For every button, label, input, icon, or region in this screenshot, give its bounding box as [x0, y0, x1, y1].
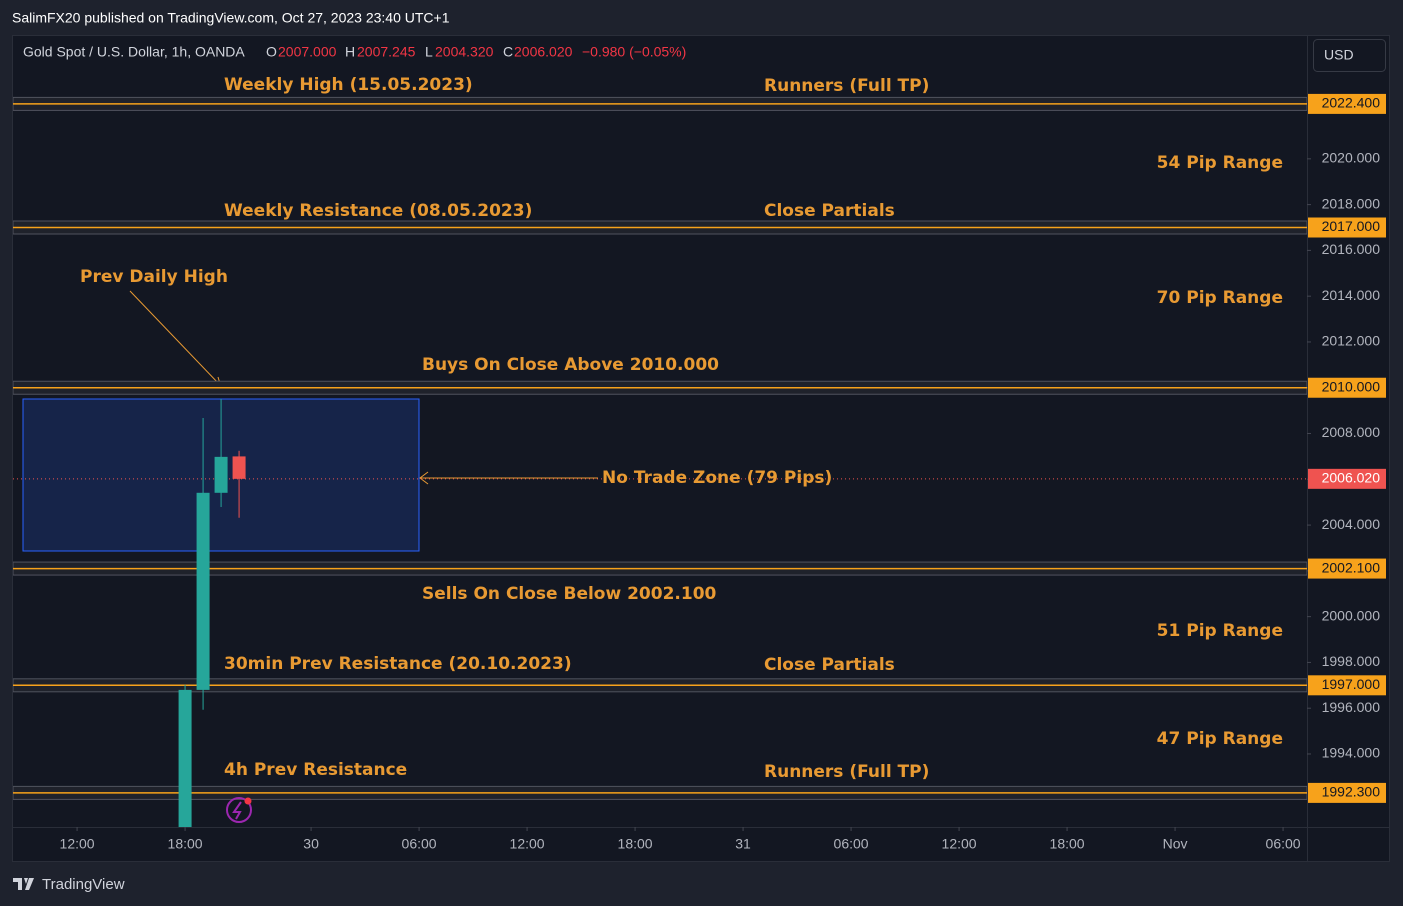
y-tick-label: 1994.000	[1322, 745, 1381, 761]
x-tick-label: 12:00	[510, 836, 545, 852]
annotation: 54 Pip Range	[1157, 153, 1283, 173]
x-tick-label: 30	[303, 836, 319, 852]
x-tick-label: 31	[735, 836, 751, 852]
x-tick-label: 06:00	[1266, 836, 1301, 852]
alert-icon[interactable]	[226, 797, 252, 823]
y-tick-label: 2000.000	[1322, 607, 1381, 623]
annotation: 30min Prev Resistance (20.10.2023)	[224, 654, 572, 674]
last-price-label: 2006.020	[1322, 470, 1381, 486]
y-tick-label: 2020.000	[1322, 150, 1381, 166]
x-tick-label: 18:00	[168, 836, 203, 852]
annotation: Runners (Full TP)	[764, 762, 929, 782]
price-label: 1997.000	[1322, 676, 1381, 692]
x-tick-label: 18:00	[618, 836, 653, 852]
ohlc-value: 2007.245	[357, 44, 416, 60]
annotation: Close Partials	[764, 655, 895, 675]
arrow-head	[419, 471, 429, 485]
ohlc-label: O	[266, 44, 277, 60]
currency-label[interactable]: USD	[1324, 47, 1354, 63]
y-tick-label: 1998.000	[1322, 653, 1381, 669]
y-tick-label: 2012.000	[1322, 333, 1381, 349]
price-label: 2002.100	[1322, 559, 1381, 575]
annotation: 70 Pip Range	[1157, 288, 1283, 308]
y-tick-label: 2018.000	[1322, 195, 1381, 211]
price-label-box	[1308, 217, 1386, 238]
annotation: Sells On Close Below 2002.100	[422, 584, 717, 604]
candle-body	[178, 689, 192, 827]
plot-area	[13, 96, 1307, 827]
annotation: Weekly Resistance (08.05.2023)	[224, 201, 532, 221]
y-tick-label: 2004.000	[1322, 516, 1381, 532]
annotation: Weekly High (15.05.2023)	[224, 75, 473, 95]
price-label-box	[1308, 782, 1386, 803]
y-tick-label: 1996.000	[1322, 699, 1381, 715]
ohlc-label: L	[425, 44, 433, 60]
price-label: 2017.000	[1322, 218, 1381, 234]
ohlc-value: 2006.020	[514, 44, 573, 60]
symbol: Gold Spot / U.S. Dollar, 1h, OANDA	[23, 44, 245, 60]
chart-pane	[12, 35, 1390, 862]
annotation: Buys On Close Above 2010.000	[422, 355, 719, 375]
ohlc-label: C	[503, 44, 513, 60]
footer-text[interactable]: TradingView	[42, 876, 125, 893]
price-label: 1992.300	[1322, 784, 1381, 800]
annotation: 4h Prev Resistance	[224, 760, 407, 780]
currency-button[interactable]: USD	[1313, 39, 1386, 72]
arrow	[129, 290, 221, 386]
footer-logo[interactable]: TradingView	[13, 876, 125, 893]
price-label-box	[1308, 93, 1386, 114]
legend: Gold Spot / U.S. Dollar, 1h, OANDA O 200…	[23, 44, 686, 60]
change: −0.980 (−0.05%)	[582, 44, 686, 60]
last-price-box	[1308, 468, 1386, 489]
price-label-box	[1308, 675, 1386, 696]
x-tick-label: 06:00	[402, 836, 437, 852]
annotation: 47 Pip Range	[1157, 729, 1283, 749]
ohlc-value: 2007.000	[278, 44, 337, 60]
y-tick-label: 2008.000	[1322, 424, 1381, 440]
y-tick-label: 2014.000	[1322, 287, 1381, 303]
candle-body	[196, 492, 210, 690]
x-tick-label: 06:00	[834, 836, 869, 852]
ohlc-value: 2004.320	[435, 44, 494, 60]
x-tick-label: 12:00	[60, 836, 95, 852]
annotation: Close Partials	[764, 201, 895, 221]
price-label: 2022.400	[1322, 95, 1381, 111]
price-label-box	[1308, 558, 1386, 579]
x-tick-label: 12:00	[942, 836, 977, 852]
candle-body	[232, 456, 246, 479]
annotation: 51 Pip Range	[1157, 621, 1283, 641]
y-tick-label: 2016.000	[1322, 241, 1381, 257]
candle-body	[214, 456, 228, 493]
annotation: Runners (Full TP)	[764, 76, 929, 96]
price-label-box	[1308, 377, 1386, 398]
ohlc-label: H	[345, 44, 355, 60]
x-tick-label: Nov	[1163, 836, 1188, 852]
publisher: SalimFX20 published on TradingView.com, …	[12, 10, 450, 26]
price-label: 2010.000	[1322, 378, 1381, 394]
annotation: No Trade Zone (79 Pips)	[602, 468, 832, 488]
x-tick-label: 18:00	[1050, 836, 1085, 852]
annotation: Prev Daily High	[80, 267, 228, 287]
